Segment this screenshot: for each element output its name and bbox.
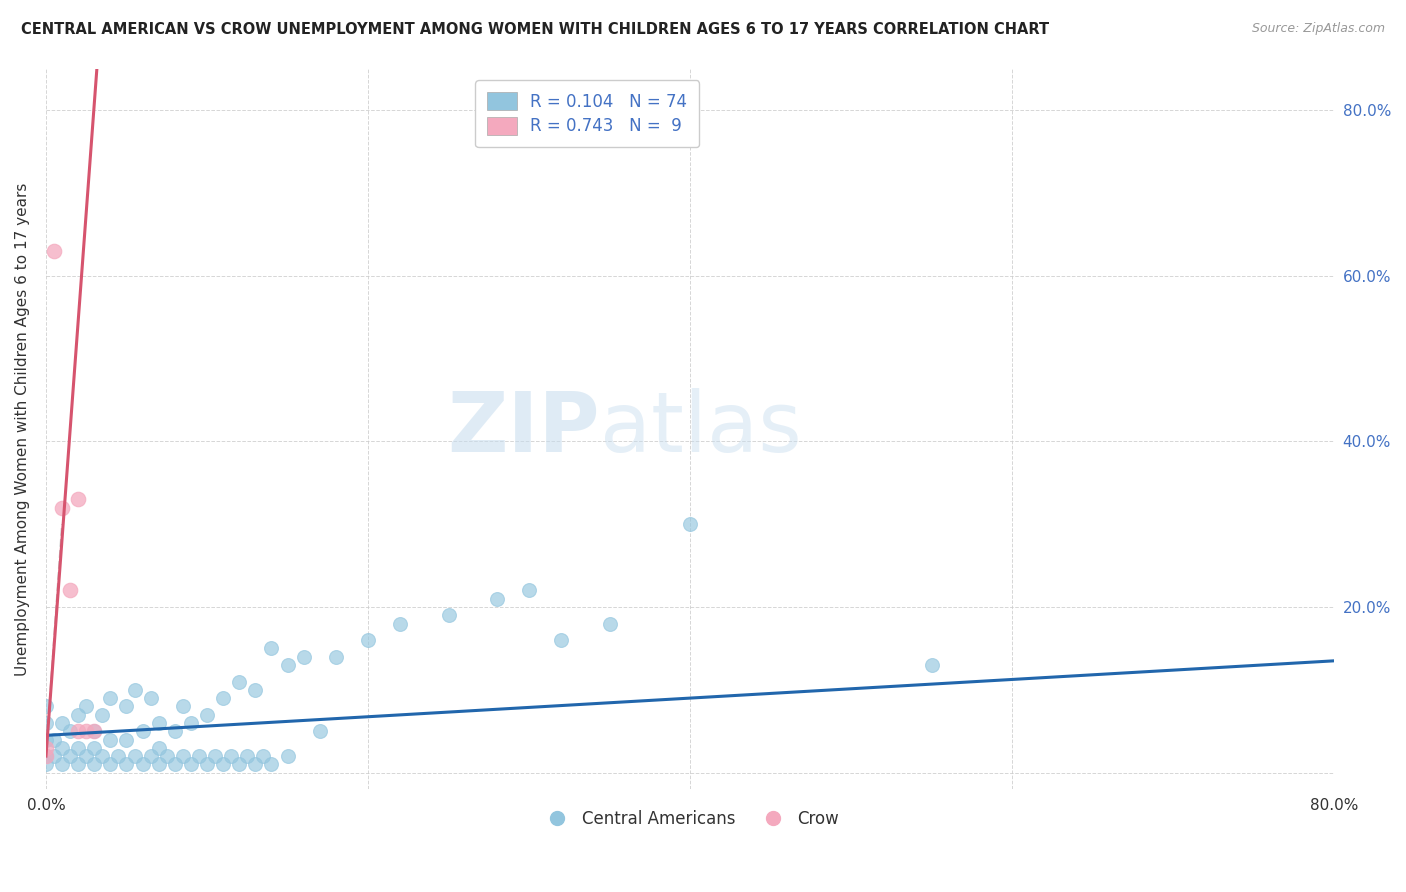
Point — [131, 724, 153, 739]
Point — [35, 749, 58, 764]
Point — [260, 641, 283, 656]
Point — [485, 591, 508, 606]
Point — [115, 757, 138, 772]
Point — [131, 757, 153, 772]
Point — [204, 749, 226, 764]
Point — [308, 724, 330, 739]
Point — [115, 732, 138, 747]
Point — [276, 657, 298, 672]
Point — [921, 657, 943, 672]
Point — [517, 583, 540, 598]
Point — [292, 649, 315, 664]
Text: CENTRAL AMERICAN VS CROW UNEMPLOYMENT AMONG WOMEN WITH CHILDREN AGES 6 TO 17 YEA: CENTRAL AMERICAN VS CROW UNEMPLOYMENT AM… — [21, 22, 1049, 37]
Point — [325, 649, 347, 664]
Point — [75, 724, 97, 739]
Point — [83, 724, 105, 739]
Point — [42, 732, 65, 747]
Point — [679, 517, 702, 532]
Point — [107, 749, 129, 764]
Point — [35, 732, 58, 747]
Point — [212, 691, 235, 706]
Point — [67, 740, 90, 755]
Point — [228, 757, 250, 772]
Point — [276, 749, 298, 764]
Point — [252, 749, 274, 764]
Point — [148, 715, 170, 730]
Legend: Central Americans, Crow: Central Americans, Crow — [534, 804, 846, 835]
Point — [67, 757, 90, 772]
Point — [59, 583, 82, 598]
Point — [187, 749, 209, 764]
Point — [35, 715, 58, 730]
Point — [139, 749, 162, 764]
Point — [59, 724, 82, 739]
Point — [219, 749, 242, 764]
Point — [67, 492, 90, 507]
Point — [75, 699, 97, 714]
Point — [236, 749, 259, 764]
Point — [67, 724, 90, 739]
Point — [550, 633, 572, 648]
Text: ZIP: ZIP — [447, 388, 600, 469]
Point — [75, 749, 97, 764]
Point — [59, 749, 82, 764]
Point — [51, 500, 73, 515]
Point — [83, 757, 105, 772]
Point — [51, 740, 73, 755]
Point — [115, 699, 138, 714]
Point — [42, 749, 65, 764]
Point — [83, 740, 105, 755]
Point — [357, 633, 380, 648]
Point — [100, 757, 122, 772]
Point — [51, 757, 73, 772]
Point — [83, 724, 105, 739]
Point — [100, 691, 122, 706]
Point — [148, 757, 170, 772]
Text: Source: ZipAtlas.com: Source: ZipAtlas.com — [1251, 22, 1385, 36]
Y-axis label: Unemployment Among Women with Children Ages 6 to 17 years: Unemployment Among Women with Children A… — [15, 182, 30, 675]
Point — [212, 757, 235, 772]
Point — [180, 715, 202, 730]
Point — [35, 749, 58, 764]
Point — [195, 707, 218, 722]
Point — [172, 749, 194, 764]
Point — [228, 674, 250, 689]
Point — [91, 749, 114, 764]
Point — [35, 757, 58, 772]
Point — [42, 244, 65, 258]
Point — [163, 724, 186, 739]
Point — [124, 682, 146, 697]
Point — [599, 616, 621, 631]
Point — [91, 707, 114, 722]
Point — [437, 608, 460, 623]
Point — [163, 757, 186, 772]
Point — [35, 699, 58, 714]
Point — [51, 715, 73, 730]
Point — [148, 740, 170, 755]
Point — [67, 707, 90, 722]
Point — [245, 682, 267, 697]
Point — [245, 757, 267, 772]
Point — [389, 616, 412, 631]
Point — [156, 749, 179, 764]
Point — [195, 757, 218, 772]
Point — [172, 699, 194, 714]
Point — [100, 732, 122, 747]
Point — [180, 757, 202, 772]
Point — [139, 691, 162, 706]
Point — [124, 749, 146, 764]
Text: atlas: atlas — [600, 388, 801, 469]
Point — [35, 740, 58, 755]
Point — [260, 757, 283, 772]
